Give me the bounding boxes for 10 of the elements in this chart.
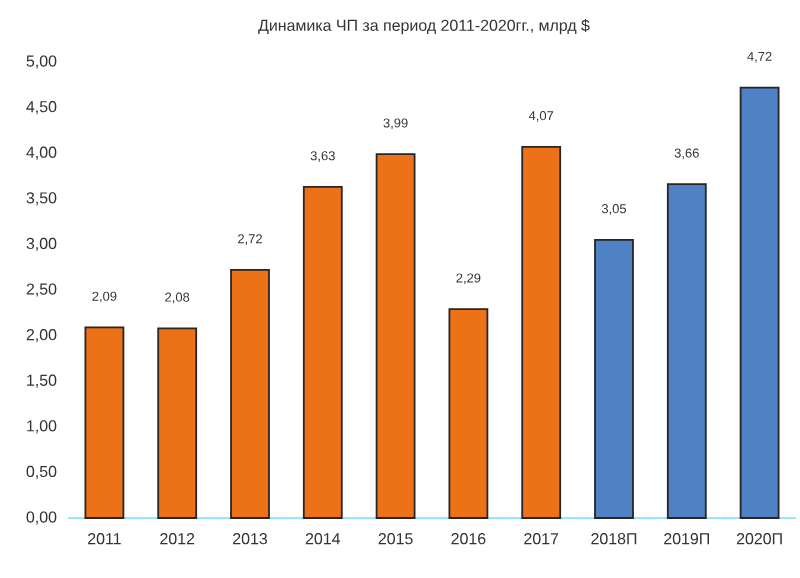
bar <box>448 308 489 519</box>
bar <box>521 145 562 519</box>
bar <box>594 238 634 519</box>
bar <box>157 327 198 519</box>
bar <box>375 153 416 519</box>
bar <box>666 183 707 519</box>
bar <box>84 326 125 519</box>
bar <box>302 186 343 519</box>
bar <box>739 86 780 519</box>
bar <box>230 269 270 519</box>
